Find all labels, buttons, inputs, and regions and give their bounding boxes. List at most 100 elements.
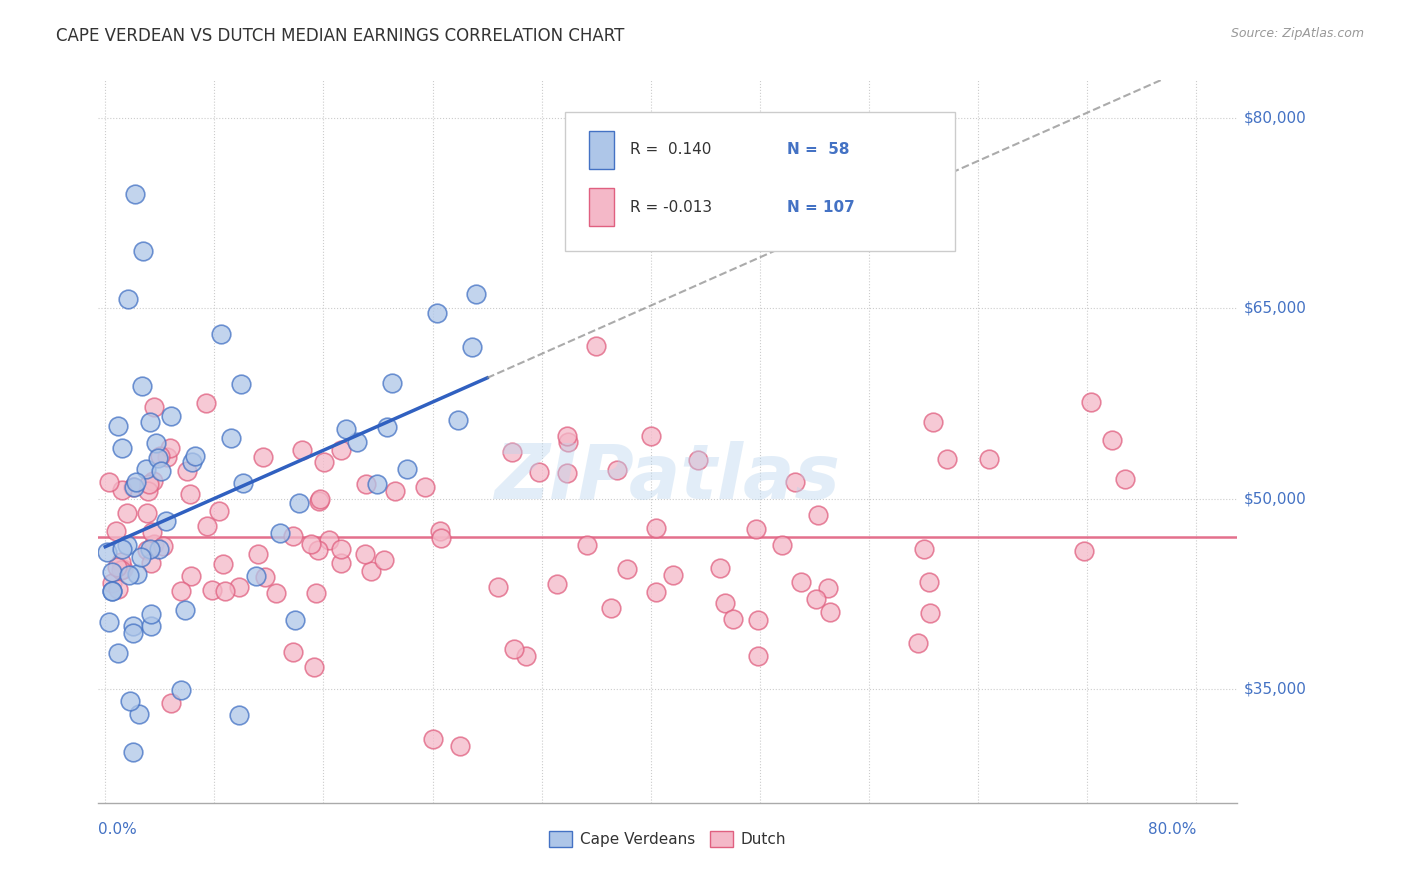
Text: R =  0.140: R = 0.140 [630,143,711,158]
Point [375,420,398,434]
Point [148,451,170,466]
Point [245,569,267,583]
Point [396,462,419,476]
Point [709,561,731,575]
Point [1073,544,1095,558]
Point [599,600,621,615]
Point [575,538,598,552]
Point [1114,472,1136,486]
Point [115,537,138,551]
Point [449,739,471,753]
Point [201,582,224,597]
Point [132,244,155,259]
Point [180,569,202,583]
Point [745,522,768,536]
Point [138,476,160,491]
Point [98,615,121,629]
Point [110,556,132,570]
Point [354,548,377,562]
Point [229,376,252,391]
Point [107,419,129,434]
Point [360,564,382,578]
Point [501,445,523,459]
Point [100,584,122,599]
Point [194,395,217,409]
Point [149,449,172,463]
Text: $35,000: $35,000 [1244,681,1308,697]
Point [117,568,139,582]
Point [112,562,135,576]
Point [131,378,153,392]
Point [139,415,162,429]
Point [179,487,201,501]
Point [184,449,207,463]
Text: CAPE VERDEAN VS DUTCH MEDIAN EARNINGS CORRELATION CHART: CAPE VERDEAN VS DUTCH MEDIAN EARNINGS CO… [56,27,624,45]
Point [247,547,270,561]
Point [121,619,143,633]
Point [335,422,357,436]
Point [124,187,146,202]
Point [790,574,813,589]
Point [366,477,388,491]
Point [284,613,307,627]
Text: R = -0.013: R = -0.013 [630,200,713,215]
Point [318,533,340,547]
Point [110,563,132,577]
Point [373,552,395,566]
Point [662,568,685,582]
Point [142,400,165,414]
Point [139,607,162,621]
Point [447,413,470,427]
Point [515,648,537,663]
Point [170,683,193,698]
Point [918,574,941,589]
Point [785,475,807,490]
Point [141,524,163,539]
Point [136,507,159,521]
Point [820,605,842,619]
Point [139,556,162,570]
Legend: Cape Verdeans, Dutch: Cape Verdeans, Dutch [543,825,793,853]
Point [100,565,122,579]
Point [122,625,145,640]
Point [644,584,666,599]
Text: N = 107: N = 107 [787,200,855,215]
Point [640,429,662,443]
Point [686,453,709,467]
Point [807,508,830,523]
Point [429,524,451,539]
Point [713,596,735,610]
Point [155,514,177,528]
Point [208,504,231,518]
Point [228,580,250,594]
Point [254,570,277,584]
Text: 80.0%: 80.0% [1147,822,1197,837]
Point [125,475,148,489]
Point [264,586,287,600]
Point [645,521,668,535]
Point [329,443,352,458]
Point [935,452,957,467]
Point [555,429,578,443]
Point [100,575,122,590]
Point [546,577,568,591]
Point [212,558,235,572]
Text: N =  58: N = 58 [787,143,849,158]
Point [176,464,198,478]
Point [125,566,148,581]
Point [111,483,134,497]
Point [96,545,118,559]
Point [430,531,453,545]
Point [121,745,143,759]
Point [135,462,157,476]
Point [105,560,128,574]
Point [232,476,254,491]
Point [308,494,330,508]
Text: ZIPatlas: ZIPatlas [495,441,841,515]
Point [770,538,793,552]
Point [503,641,526,656]
Point [149,464,172,478]
Point [747,613,769,627]
Point [1080,395,1102,409]
Point [105,524,128,538]
